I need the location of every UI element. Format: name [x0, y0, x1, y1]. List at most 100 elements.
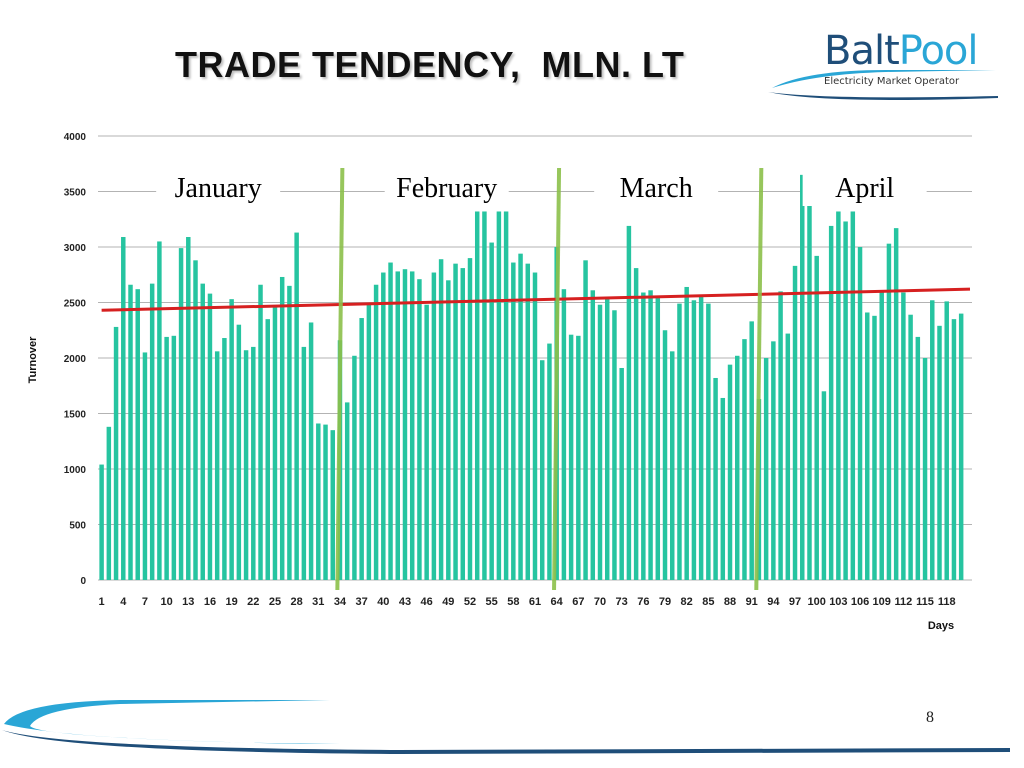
bar	[684, 286, 689, 580]
bar	[670, 351, 675, 580]
month-dividers	[335, 167, 764, 591]
bar	[395, 271, 400, 580]
bar	[193, 260, 198, 580]
bar	[742, 339, 747, 580]
bar	[381, 272, 386, 580]
bar	[178, 248, 184, 581]
bar	[930, 300, 935, 580]
y-axis-label: Turnover	[27, 336, 39, 384]
bar	[525, 263, 531, 580]
bar	[446, 280, 451, 580]
month-divider	[552, 167, 562, 591]
x-tick-labels: 1 4 7 10 13 16 19 22 25 28 31 34 37 40 43 46 49 52 55 58 61 6…	[99, 596, 956, 608]
x-tick-label: 94	[767, 596, 780, 608]
bar	[633, 268, 639, 580]
bar	[583, 260, 588, 580]
bar	[908, 314, 913, 580]
bar	[857, 247, 863, 580]
bar	[424, 304, 429, 580]
bar	[576, 335, 581, 580]
bar	[872, 315, 877, 580]
bar	[489, 242, 494, 580]
bar	[460, 268, 466, 580]
bar	[619, 367, 624, 580]
x-tick-label: 64	[551, 596, 564, 608]
bar	[807, 204, 812, 580]
x-tick-label: 28	[291, 596, 303, 608]
bar-series	[99, 174, 964, 581]
bar	[937, 325, 942, 580]
bar	[135, 289, 140, 580]
x-tick-label: 103	[829, 596, 847, 608]
x-tick-label: 43	[399, 596, 411, 608]
bar	[922, 358, 928, 580]
bar	[243, 350, 249, 580]
x-tick-label: 58	[507, 596, 519, 608]
bar	[561, 289, 567, 580]
bar	[547, 343, 552, 580]
bar	[886, 243, 892, 581]
bar	[496, 211, 502, 581]
x-tick-label: 100	[808, 596, 826, 608]
bar	[438, 259, 444, 580]
month-label: January	[175, 173, 262, 204]
x-tick-label: 37	[356, 596, 368, 608]
bar	[944, 301, 949, 580]
page-number: 8	[926, 709, 934, 726]
x-tick-label: 40	[377, 596, 389, 608]
x-tick-label: 112	[895, 596, 913, 608]
x-tick-label: 67	[572, 596, 584, 608]
bar	[121, 237, 126, 580]
y-tick-label: 1500	[64, 410, 87, 421]
bar	[287, 285, 292, 580]
y-tick-labels: 0 500 1000 1500 2000 2500 3000 3500 4000	[64, 132, 87, 587]
x-tick-label: 70	[594, 596, 606, 608]
bar	[316, 423, 321, 580]
bar	[157, 241, 162, 580]
x-tick-label: 61	[529, 596, 541, 608]
bar	[258, 284, 263, 580]
x-axis-label: Days	[928, 620, 954, 632]
x-tick-label: 13	[182, 596, 194, 608]
x-tick-label: 19	[226, 596, 238, 608]
y-tick-label: 3000	[64, 243, 87, 254]
bar	[713, 377, 718, 580]
x-tick-label: 7	[142, 596, 148, 608]
x-tick-label: 10	[160, 596, 172, 608]
bar	[330, 430, 335, 580]
bar	[865, 312, 870, 580]
bar	[626, 225, 632, 580]
month-labels: January February March April	[156, 172, 927, 206]
trend-line-layer	[101, 287, 971, 312]
bar	[214, 351, 220, 580]
x-tick-label: 22	[247, 596, 259, 608]
x-tick-label: 109	[873, 596, 891, 608]
month-label: February	[396, 173, 497, 204]
bar	[265, 319, 270, 580]
bar	[142, 352, 148, 580]
bar	[677, 303, 682, 580]
bar	[735, 355, 740, 580]
y-tick-label: 500	[69, 521, 86, 532]
bar	[763, 358, 769, 580]
bar	[222, 338, 227, 580]
bar	[503, 211, 509, 581]
bar	[301, 346, 307, 580]
bar	[749, 321, 754, 580]
bar	[164, 336, 169, 580]
bar	[958, 313, 964, 580]
x-tick-label: 16	[204, 596, 216, 608]
bar	[99, 464, 104, 580]
x-tick-label: 97	[789, 596, 801, 608]
bar	[366, 304, 372, 580]
logo-tagline: Electricity Market Operator	[824, 76, 960, 87]
bar	[113, 326, 119, 580]
month-label-backdrop	[156, 172, 281, 206]
month-label-backdrop	[802, 172, 927, 206]
bar	[727, 364, 733, 580]
bar	[641, 292, 646, 580]
x-tick-label: 52	[464, 596, 476, 608]
x-tick-label: 76	[637, 596, 649, 608]
x-tick-label: 49	[442, 596, 454, 608]
bar	[951, 319, 957, 580]
